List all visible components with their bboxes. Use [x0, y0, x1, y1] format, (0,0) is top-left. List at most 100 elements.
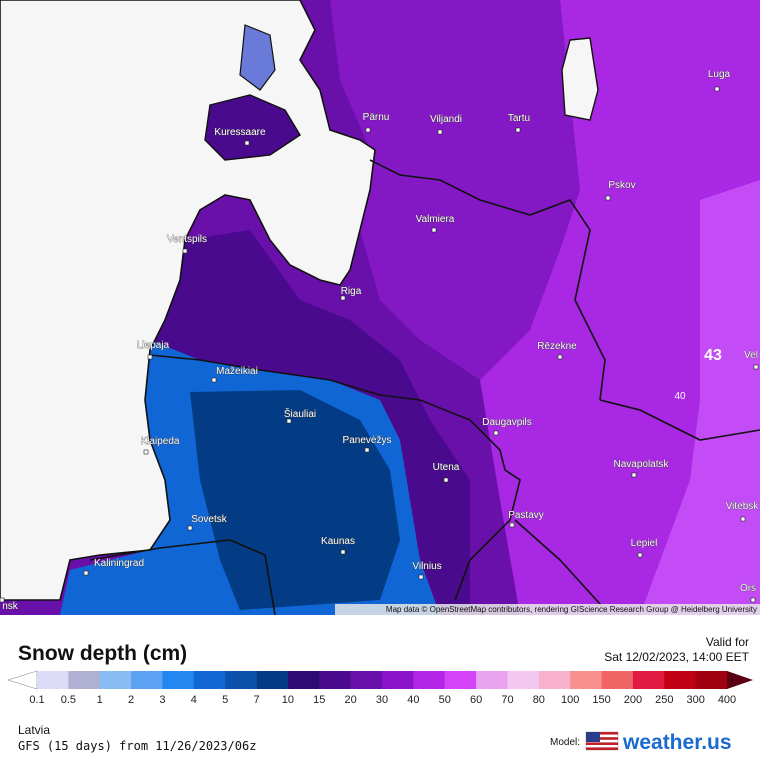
colorbar-swatch — [319, 671, 352, 689]
border-lv-lt — [149, 354, 506, 471]
city-label: Liepaja — [137, 340, 170, 351]
colorbar-swatch — [476, 671, 508, 689]
colorbar-tick-label: 3 — [159, 694, 165, 706]
colorbar-tick-label: 400 — [718, 694, 736, 706]
flag-icon — [585, 731, 619, 751]
city-label: Kaunas — [321, 536, 355, 547]
city-label: Vilnius — [412, 561, 441, 572]
colorbar-tick-label: 7 — [253, 694, 259, 706]
colorbar: 0.1 0.5 1 2 3 4 5 7 10 15 20 30 40 50 60 70 80 100 150 200 2… — [6, 670, 753, 706]
city-marker — [0, 597, 5, 603]
region: Latvia — [18, 723, 50, 737]
colorbar-tick-label: 200 — [624, 694, 642, 706]
colorbar-swatch — [350, 671, 383, 689]
colorbar-swatch — [507, 671, 540, 689]
colorbar-swatch — [99, 671, 132, 689]
latvia-west-field — [150, 230, 470, 615]
colorbar-swatch — [162, 671, 195, 689]
city-label: Rēzekne — [537, 341, 577, 352]
city-label: Sovetsk — [191, 514, 228, 525]
city-label: Daugavpils — [482, 417, 531, 428]
brand: weather.us — [622, 731, 732, 754]
colorbar-swatch — [413, 671, 446, 689]
attribution-bg — [335, 604, 760, 615]
colorbar-swatch — [570, 671, 603, 689]
city-label: Kaliningrad — [94, 558, 144, 569]
city-marker — [714, 86, 720, 92]
city-label: Panevėžys — [343, 435, 392, 446]
colorbar-tick-label: 15 — [313, 694, 325, 706]
colorbar-tick-label: 1 — [97, 694, 103, 706]
legend: Snow depth (cm) Valid for Sat 12/02/2023… — [0, 615, 760, 760]
flag-stripe — [586, 747, 618, 750]
colorbar-tick-label: 40 — [407, 694, 419, 706]
colorbar-tick-label: 100 — [561, 694, 579, 706]
city-label: Riga — [341, 286, 362, 297]
city-marker — [182, 248, 188, 254]
city-marker — [364, 447, 370, 453]
city-marker — [437, 129, 443, 135]
colorbar-swatch — [131, 671, 163, 689]
saaremaa — [204, 94, 301, 161]
city-marker — [605, 195, 611, 201]
colorbar-swatch — [695, 671, 728, 689]
city-marker — [211, 377, 217, 383]
attribution: Map data © OpenStreetMap contributors, r… — [386, 605, 757, 614]
colorbar-swatch — [632, 671, 665, 689]
colorbar-swatch — [601, 671, 634, 689]
colorbar-tick-label: 150 — [592, 694, 610, 706]
border-by-inner — [514, 519, 611, 616]
city-marker — [637, 552, 643, 558]
colorbar-tick-label: 30 — [376, 694, 388, 706]
flag-stripe — [586, 732, 618, 735]
colorbar-tick-label: 70 — [501, 694, 513, 706]
east-field — [480, 0, 760, 615]
city-label: Mažeikiai — [216, 366, 258, 377]
city-marker — [509, 522, 515, 528]
colorbar-tick-label: 0.5 — [61, 694, 76, 706]
city-label: Šiauliai — [284, 407, 316, 420]
city-label: Navapolatsk — [613, 459, 669, 470]
border-lv-by — [599, 399, 760, 441]
city-label: Viljandi — [430, 114, 462, 125]
city-label: Tartu — [508, 113, 530, 124]
value-label: 40 — [674, 391, 686, 402]
colorbar-tick-label: 5 — [222, 694, 228, 706]
colorbar-swatch — [287, 671, 320, 689]
lithuania-deep-field — [190, 390, 400, 610]
colorbar-swatch — [68, 671, 101, 689]
colorbar-tick-label: 0.1 — [29, 694, 44, 706]
borders — [89, 159, 760, 616]
city-label: Pastavy — [508, 510, 544, 521]
city-marker — [83, 570, 89, 576]
colorbar-tick-label: 250 — [655, 694, 673, 706]
flag-canton — [586, 732, 600, 742]
city-label: Vitebsk — [726, 501, 760, 512]
value-label: 43 — [704, 347, 722, 364]
colorbar-swatch — [382, 671, 414, 689]
model-label: Model: — [550, 737, 580, 748]
city-label: Pskov — [608, 180, 635, 191]
colorbar-swatch — [37, 671, 69, 689]
east-high-field — [640, 180, 760, 615]
city-label: Vel — [744, 350, 758, 361]
city-marker — [753, 364, 759, 370]
city-marker — [147, 354, 153, 360]
border-kaliningrad — [89, 539, 276, 616]
city-marker — [187, 525, 193, 531]
city-marker — [515, 127, 521, 133]
estonia-latvia-field — [330, 0, 580, 380]
city-labels: Luga Tartu Pärnu Viljandi Kuressaare Pskov Val… — [0, 69, 760, 612]
valid-time: Sat 12/02/2023, 14:00 EET — [604, 650, 749, 664]
colorbar-tick-label: 20 — [345, 694, 357, 706]
colorbar-swatch — [193, 671, 226, 689]
colorbar-swatch — [444, 671, 477, 689]
colorbar-tick-label: 300 — [686, 694, 704, 706]
city-marker — [340, 549, 346, 555]
city-label: Ors — [740, 583, 756, 594]
city-marker — [286, 418, 292, 424]
city-marker — [340, 295, 346, 301]
sea — [0, 0, 376, 601]
legend-title: Snow depth (cm) — [18, 642, 187, 665]
